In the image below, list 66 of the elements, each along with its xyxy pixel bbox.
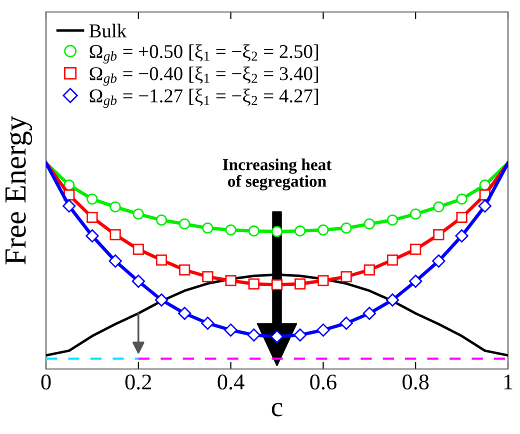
point (294, 225, 306, 237)
point (225, 224, 236, 236)
point (62, 199, 76, 213)
point (340, 271, 352, 282)
point (248, 225, 260, 237)
point (202, 222, 214, 234)
point (364, 218, 375, 230)
point (86, 229, 99, 243)
x-tick-label: 0.8 (402, 374, 429, 390)
legend-label: Bulk (89, 24, 127, 38)
point (433, 201, 444, 212)
x-tick-label: 0.2 (125, 374, 152, 390)
point (340, 316, 353, 330)
x-tick-label: 0 (41, 374, 51, 390)
point (386, 254, 398, 266)
point (409, 274, 422, 288)
point (455, 229, 468, 243)
point (110, 229, 121, 240)
point (156, 214, 168, 226)
point (247, 328, 260, 342)
point (433, 229, 444, 240)
point (132, 208, 144, 220)
point (318, 275, 329, 286)
point (201, 316, 214, 330)
point (386, 214, 398, 226)
point (456, 212, 468, 223)
annotation: Increasing heat of segregation (222, 158, 332, 190)
x-tick-label: 0.6 (310, 374, 336, 390)
point (316, 323, 330, 337)
point (340, 222, 352, 234)
point (386, 293, 400, 307)
point (86, 193, 98, 205)
legend-label: Ω$_{gb}$ = −0.40 [ξ$_{1}$ = −ξ$_{2}$ = 3.40] (90, 66, 318, 86)
point (271, 226, 283, 238)
legend-label: Ω$_{gb}$ = +0.50 [ξ$_{1}$ = −ξ$_{2}$ = 2.50] (90, 44, 318, 64)
point (364, 264, 375, 276)
point (224, 323, 238, 337)
point (362, 306, 376, 320)
point (248, 278, 260, 290)
x-tick-label: 1 (504, 374, 512, 390)
point (132, 244, 144, 255)
point (410, 208, 422, 220)
point (225, 275, 236, 286)
point (294, 328, 307, 342)
point (432, 254, 446, 268)
point (456, 193, 468, 205)
point (271, 279, 283, 290)
legend-label: Ω$_{gb}$ = −1.27 [ξ$_{1}$ = −ξ$_{2}$ = 4.27] (90, 88, 318, 108)
point (86, 212, 98, 223)
x-axis-title: c (272, 402, 282, 416)
point (318, 224, 329, 236)
point (110, 201, 121, 212)
y-axis-title: Free Energy (6, 116, 32, 264)
point (410, 244, 422, 255)
point (478, 199, 492, 213)
x-tick-label: 0.4 (218, 374, 244, 390)
point (154, 293, 168, 307)
point (178, 306, 192, 320)
point (179, 218, 190, 230)
point (294, 278, 306, 290)
point (179, 264, 190, 276)
point (270, 330, 284, 344)
point (202, 271, 214, 282)
point (132, 274, 145, 288)
point (156, 254, 168, 266)
point (108, 254, 122, 268)
